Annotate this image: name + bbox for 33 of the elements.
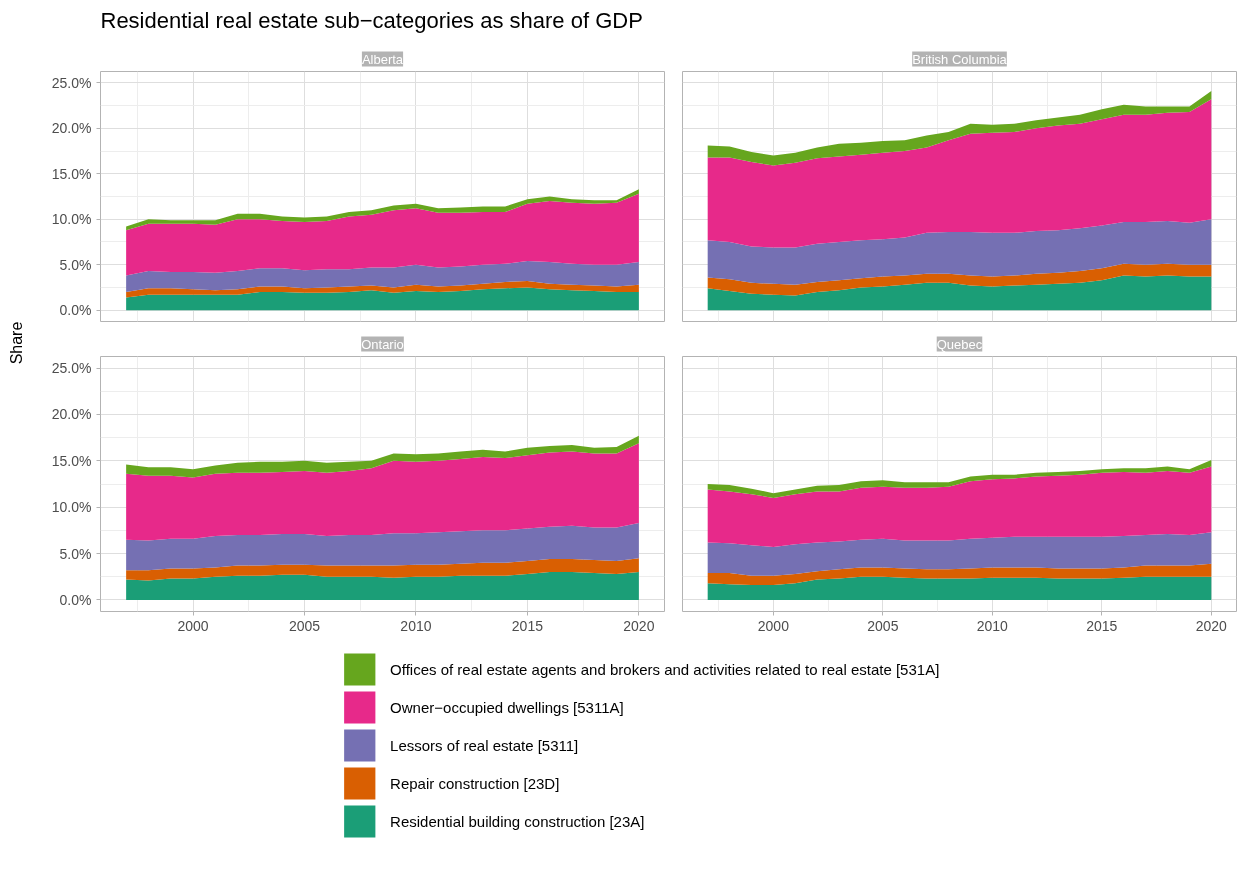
chart-title: Residential real estate sub−categories as share of GDP [100,7,643,33]
y-tick-label: 0.0% [59,302,92,319]
x-tick-label: 2010 [976,617,1009,634]
y-tick-label: 0.0% [59,591,92,608]
legend-label: Lessors of real estate [5311] [390,737,579,754]
x-tick-label: 2015 [1086,617,1118,634]
x-tick-label: 2020 [1195,617,1228,634]
y-tick-label: 5.0% [59,545,92,562]
y-tick-label: 20.0% [51,406,92,423]
y-tick-label: 5.0% [59,256,92,273]
x-tick-label: 2015 [511,617,544,634]
chart-subtitle: Quebec [936,336,983,352]
y-tick-label: 20.0% [51,120,92,137]
y-tick-label: 10.0% [51,499,92,516]
legend-label: Residential building construction [23A] [390,813,645,830]
y-tick-label: 15.0% [51,165,92,182]
x-tick-label: 2000 [757,617,790,634]
x-tick-label: 2005 [867,617,899,634]
legend-label: Offices of real estate agents and brokers and activities related to real estate [531A] [390,661,940,678]
legend-label: Repair construction [23D] [390,775,560,792]
chart-subtitle: Alberta [361,51,404,67]
x-tick-label: 2020 [623,617,655,634]
chart-subtitle: British Columbia [912,51,1008,67]
y-axis-title: Share [7,321,25,365]
x-tick-label: 2005 [288,617,321,634]
y-tick-label: 15.0% [51,452,92,469]
y-tick-label: 25.0% [51,74,92,91]
y-tick-label: 10.0% [51,211,92,228]
y-tick-label: 25.0% [51,360,92,377]
legend-label: Owner−occupied dwellings [5311A] [390,699,624,716]
x-tick-label: 2010 [400,617,432,634]
chart-subtitle: Ontario [361,336,404,352]
x-tick-label: 2000 [177,617,209,634]
